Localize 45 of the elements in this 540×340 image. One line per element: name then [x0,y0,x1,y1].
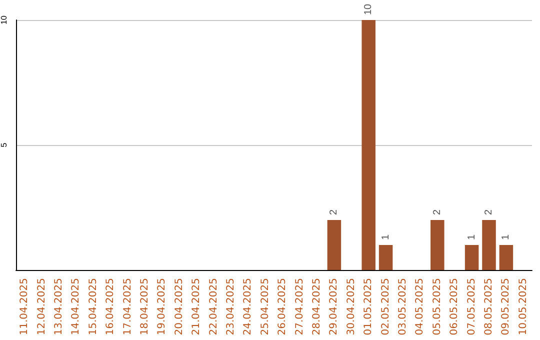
y-tick-label: 5 [0,142,8,148]
x-tick-label: 08.05.2025 [484,278,494,336]
x-tick-label: 22.04.2025 [208,278,220,336]
x-tick-label: 04.05.2025 [414,278,426,336]
bar [464,245,479,270]
x-tick-label: 19.04.2025 [156,278,168,336]
x-tick-label: 07.05.2025 [466,278,478,336]
x-tick-label: 01.05.2025 [363,278,374,336]
x-tick-label: 17.04.2025 [122,278,134,336]
data-label: 2 [484,209,494,215]
x-tick-label: 26.04.2025 [277,278,288,336]
x-tick-label: 25.04.2025 [260,278,271,336]
x-tick-label: 16.04.2025 [105,278,116,336]
x-tick-label: 09.05.2025 [500,278,512,336]
bar [482,220,496,270]
bar [378,245,393,270]
data-label: 1 [466,234,478,240]
x-tick-label: 10.05.2025 [518,278,529,336]
x-tick-label: 12.04.2025 [36,278,48,336]
bar [327,220,342,270]
x-tick-label: 20.04.2025 [174,278,185,336]
x-tick-label: 24.04.2025 [242,278,254,336]
data-label: 2 [432,209,443,215]
x-tick-label: 14.04.2025 [70,278,82,336]
data-label: 1 [380,234,392,240]
x-tick-label: 18.04.2025 [140,278,150,336]
x-tick-label: 05.05.2025 [432,278,443,336]
x-tick-label: 15.04.2025 [88,278,99,336]
x-tick-label: 13.04.2025 [54,278,64,336]
data-label: 10 [363,3,374,15]
x-tick-label: 03.05.2025 [398,278,408,336]
x-tick-label: 27.04.2025 [294,278,306,336]
x-tick-label: 30.04.2025 [346,278,357,336]
bar [362,20,376,270]
bar [430,220,444,270]
data-label: 1 [500,234,512,240]
x-tick-label: 06.05.2025 [449,278,460,336]
x-tick-label: 02.05.2025 [380,278,392,336]
x-tick-label: 21.04.2025 [191,278,202,336]
x-tick-label: 28.04.2025 [312,278,322,336]
x-tick-label: 23.04.2025 [226,278,236,336]
x-tick-label: 29.04.2025 [328,278,340,336]
x-tick-label: 11.04.2025 [19,278,30,336]
data-label: 2 [328,209,340,215]
bar [499,245,514,270]
